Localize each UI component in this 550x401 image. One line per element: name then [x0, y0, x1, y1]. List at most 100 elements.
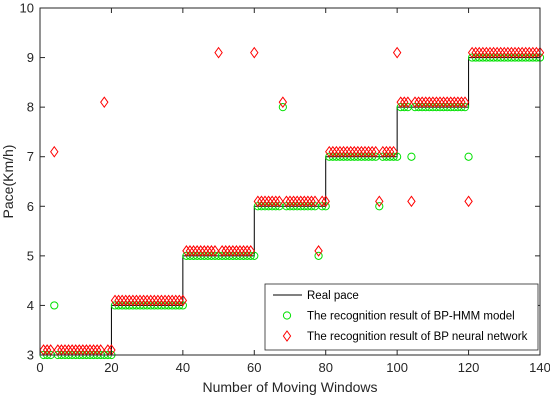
bp-nn-point — [378, 145, 388, 158]
bp-nn-point — [242, 245, 252, 257]
bp-nn-point — [167, 294, 177, 307]
x-axis-label: Number of Moving Windows — [202, 379, 377, 395]
bp-nn-point — [414, 96, 423, 109]
bp-nn-point — [475, 46, 484, 59]
bp-nn-point — [203, 245, 213, 257]
bp-nn-point — [510, 46, 520, 59]
bp-nn-point — [157, 294, 166, 307]
bp-nn-point — [153, 294, 163, 307]
bp-nn-point — [139, 294, 148, 307]
bp-nn-point — [346, 145, 355, 158]
bp-nn-point — [489, 46, 498, 59]
legend-box — [264, 283, 539, 351]
bp-nn-point — [460, 96, 470, 109]
bp-nn-point — [371, 145, 380, 158]
bp-nn-point — [310, 195, 320, 208]
bp-nn-point — [417, 96, 427, 109]
bp-nn-point — [432, 96, 441, 109]
bp-nn-point — [500, 46, 509, 59]
bp-nn-point — [339, 145, 348, 158]
bp-nn-point — [182, 245, 191, 257]
bp-nn-point — [321, 195, 330, 208]
bp-nn-point — [132, 294, 141, 307]
bp-nn-point — [464, 195, 473, 208]
bp-nn-point — [210, 245, 220, 257]
bp-nn-point — [114, 294, 123, 307]
bp-nn-point — [375, 195, 384, 208]
x-tick-label: 20 — [104, 360, 118, 375]
bp-nn-point — [217, 245, 227, 257]
bp-nn-point — [482, 46, 491, 59]
bp-nn-point — [325, 145, 334, 158]
bp-nn-point — [200, 245, 209, 257]
bp-nn-point — [317, 195, 327, 208]
bp-nn-point — [267, 195, 277, 208]
bp-nn-point — [221, 245, 230, 257]
bp-nn-point — [275, 195, 284, 208]
bp-hmm-point — [464, 152, 473, 161]
bp-nn-point — [278, 96, 288, 109]
bp-nn-point — [235, 245, 245, 257]
bp-nn-point — [285, 195, 295, 208]
bp-nn-point — [253, 195, 263, 208]
x-tick-label: 80 — [318, 360, 332, 375]
bp-nn-point — [442, 96, 452, 109]
bp-nn-point — [246, 245, 255, 257]
bp-nn-point — [142, 294, 152, 307]
legend-label: The recognition result of BP neural netw… — [307, 331, 528, 343]
bp-nn-point — [121, 294, 130, 307]
bp-nn-point — [400, 96, 409, 109]
bp-nn-point — [314, 245, 323, 257]
bp-nn-point — [385, 145, 395, 158]
bp-nn-point — [160, 294, 170, 307]
y-tick-label: 6 — [27, 199, 34, 214]
bp-nn-point — [496, 46, 505, 59]
bp-nn-point — [185, 245, 195, 257]
bp-nn-point — [457, 96, 466, 109]
bp-nn-point — [471, 46, 480, 59]
x-tick-label: 120 — [458, 360, 480, 375]
legend-diamond-swatch — [282, 330, 292, 342]
y-tick-label: 10 — [20, 1, 34, 16]
bp-nn-point — [364, 145, 373, 158]
bp-nn-point — [289, 195, 298, 208]
bp-nn-point — [425, 96, 434, 109]
bp-nn-point — [467, 46, 477, 59]
bp-nn-point — [239, 245, 248, 257]
bp-nn-point — [485, 46, 495, 59]
y-tick-label: 9 — [27, 50, 34, 65]
bp-nn-point — [271, 195, 280, 208]
bp-nn-point — [357, 145, 366, 158]
x-tick-label: 0 — [36, 360, 43, 375]
bp-nn-point — [492, 46, 502, 59]
bp-nn-point — [396, 96, 405, 109]
bp-nn-point — [264, 195, 273, 208]
bp-nn-point — [146, 294, 155, 307]
bp-nn-point — [421, 96, 430, 109]
bp-nn-point — [175, 294, 184, 307]
bp-nn-point — [428, 96, 438, 109]
bp-nn-point — [282, 195, 291, 208]
bp-nn-point — [257, 195, 266, 208]
y-tick-label: 5 — [27, 248, 34, 263]
bp-nn-point — [332, 145, 341, 158]
bp-nn-point — [228, 245, 238, 257]
y-tick-label: 7 — [27, 149, 34, 164]
x-tick-label: 40 — [176, 360, 190, 375]
bp-nn-point — [521, 46, 530, 59]
x-tick-label: 60 — [247, 360, 261, 375]
bp-nn-point — [150, 294, 159, 307]
bp-hmm-point — [407, 152, 416, 161]
legend-label: Real pace — [307, 290, 359, 302]
bp-nn-point — [528, 46, 538, 59]
bp-nn-point — [214, 46, 223, 59]
bp-nn-point — [392, 46, 402, 59]
bp-nn-point — [192, 245, 202, 257]
bp-nn-point — [450, 96, 459, 109]
bp-nn-point — [439, 96, 448, 109]
bp-nn-point — [50, 145, 59, 158]
bp-nn-point — [435, 96, 445, 109]
bp-nn-point — [128, 294, 138, 307]
bp-nn-point — [382, 145, 391, 158]
bp-nn-point — [478, 46, 488, 59]
